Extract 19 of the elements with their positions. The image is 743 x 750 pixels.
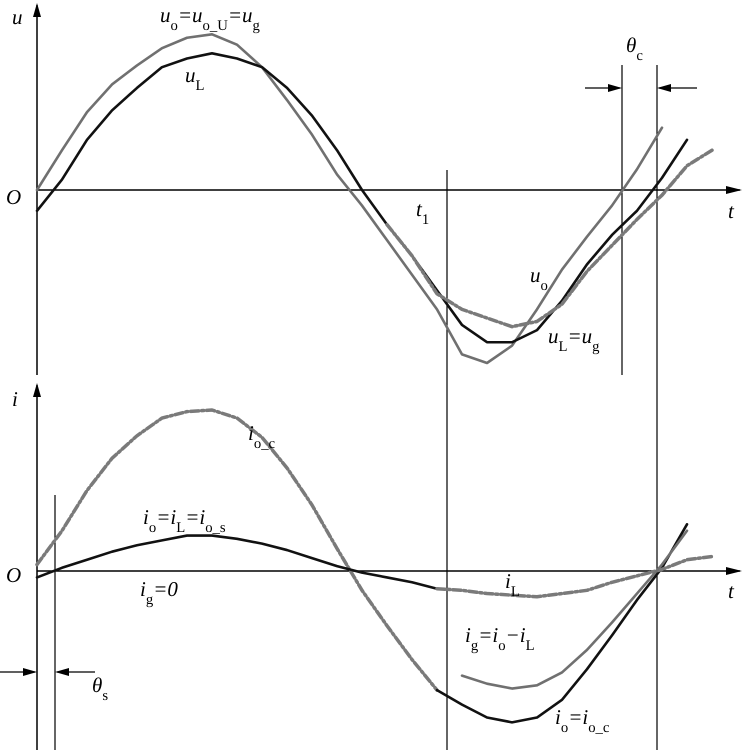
series-label: i$_{o_c}$ bbox=[248, 421, 276, 452]
text: O bbox=[6, 563, 22, 587]
x-axis-title: t bbox=[728, 199, 735, 223]
y-axis-title: u bbox=[12, 5, 22, 29]
series-label: u$_{L}$=u$_{g}$ bbox=[548, 324, 600, 355]
series-label: u$_{o}$=u$_{o_U}$=u$_{g}$ bbox=[160, 3, 260, 34]
y-axis-title: i bbox=[12, 387, 18, 411]
annotation: t$_{1}$ bbox=[416, 197, 430, 228]
series-label: i$_{L}$ bbox=[505, 569, 520, 600]
text: O bbox=[6, 185, 22, 209]
annotation: u$_{o}$ bbox=[530, 263, 548, 294]
annotation: θ$_{c}$ bbox=[626, 33, 644, 64]
series-label: i$_{g}$=i$_{o}$−i$_{L}$ bbox=[465, 623, 535, 654]
annotation: θ$_{s}$ bbox=[92, 673, 108, 704]
series-label: u$_{L}$ bbox=[185, 63, 204, 94]
series-label: i$_{o}$=i$_{o_c}$ bbox=[555, 705, 610, 736]
series-label: i$_{o}$=i$_{L}$=i$_{o_s}$ bbox=[143, 505, 226, 536]
x-axis-title: t bbox=[728, 579, 735, 603]
annotation: i$_{g}$=0 bbox=[140, 577, 178, 608]
